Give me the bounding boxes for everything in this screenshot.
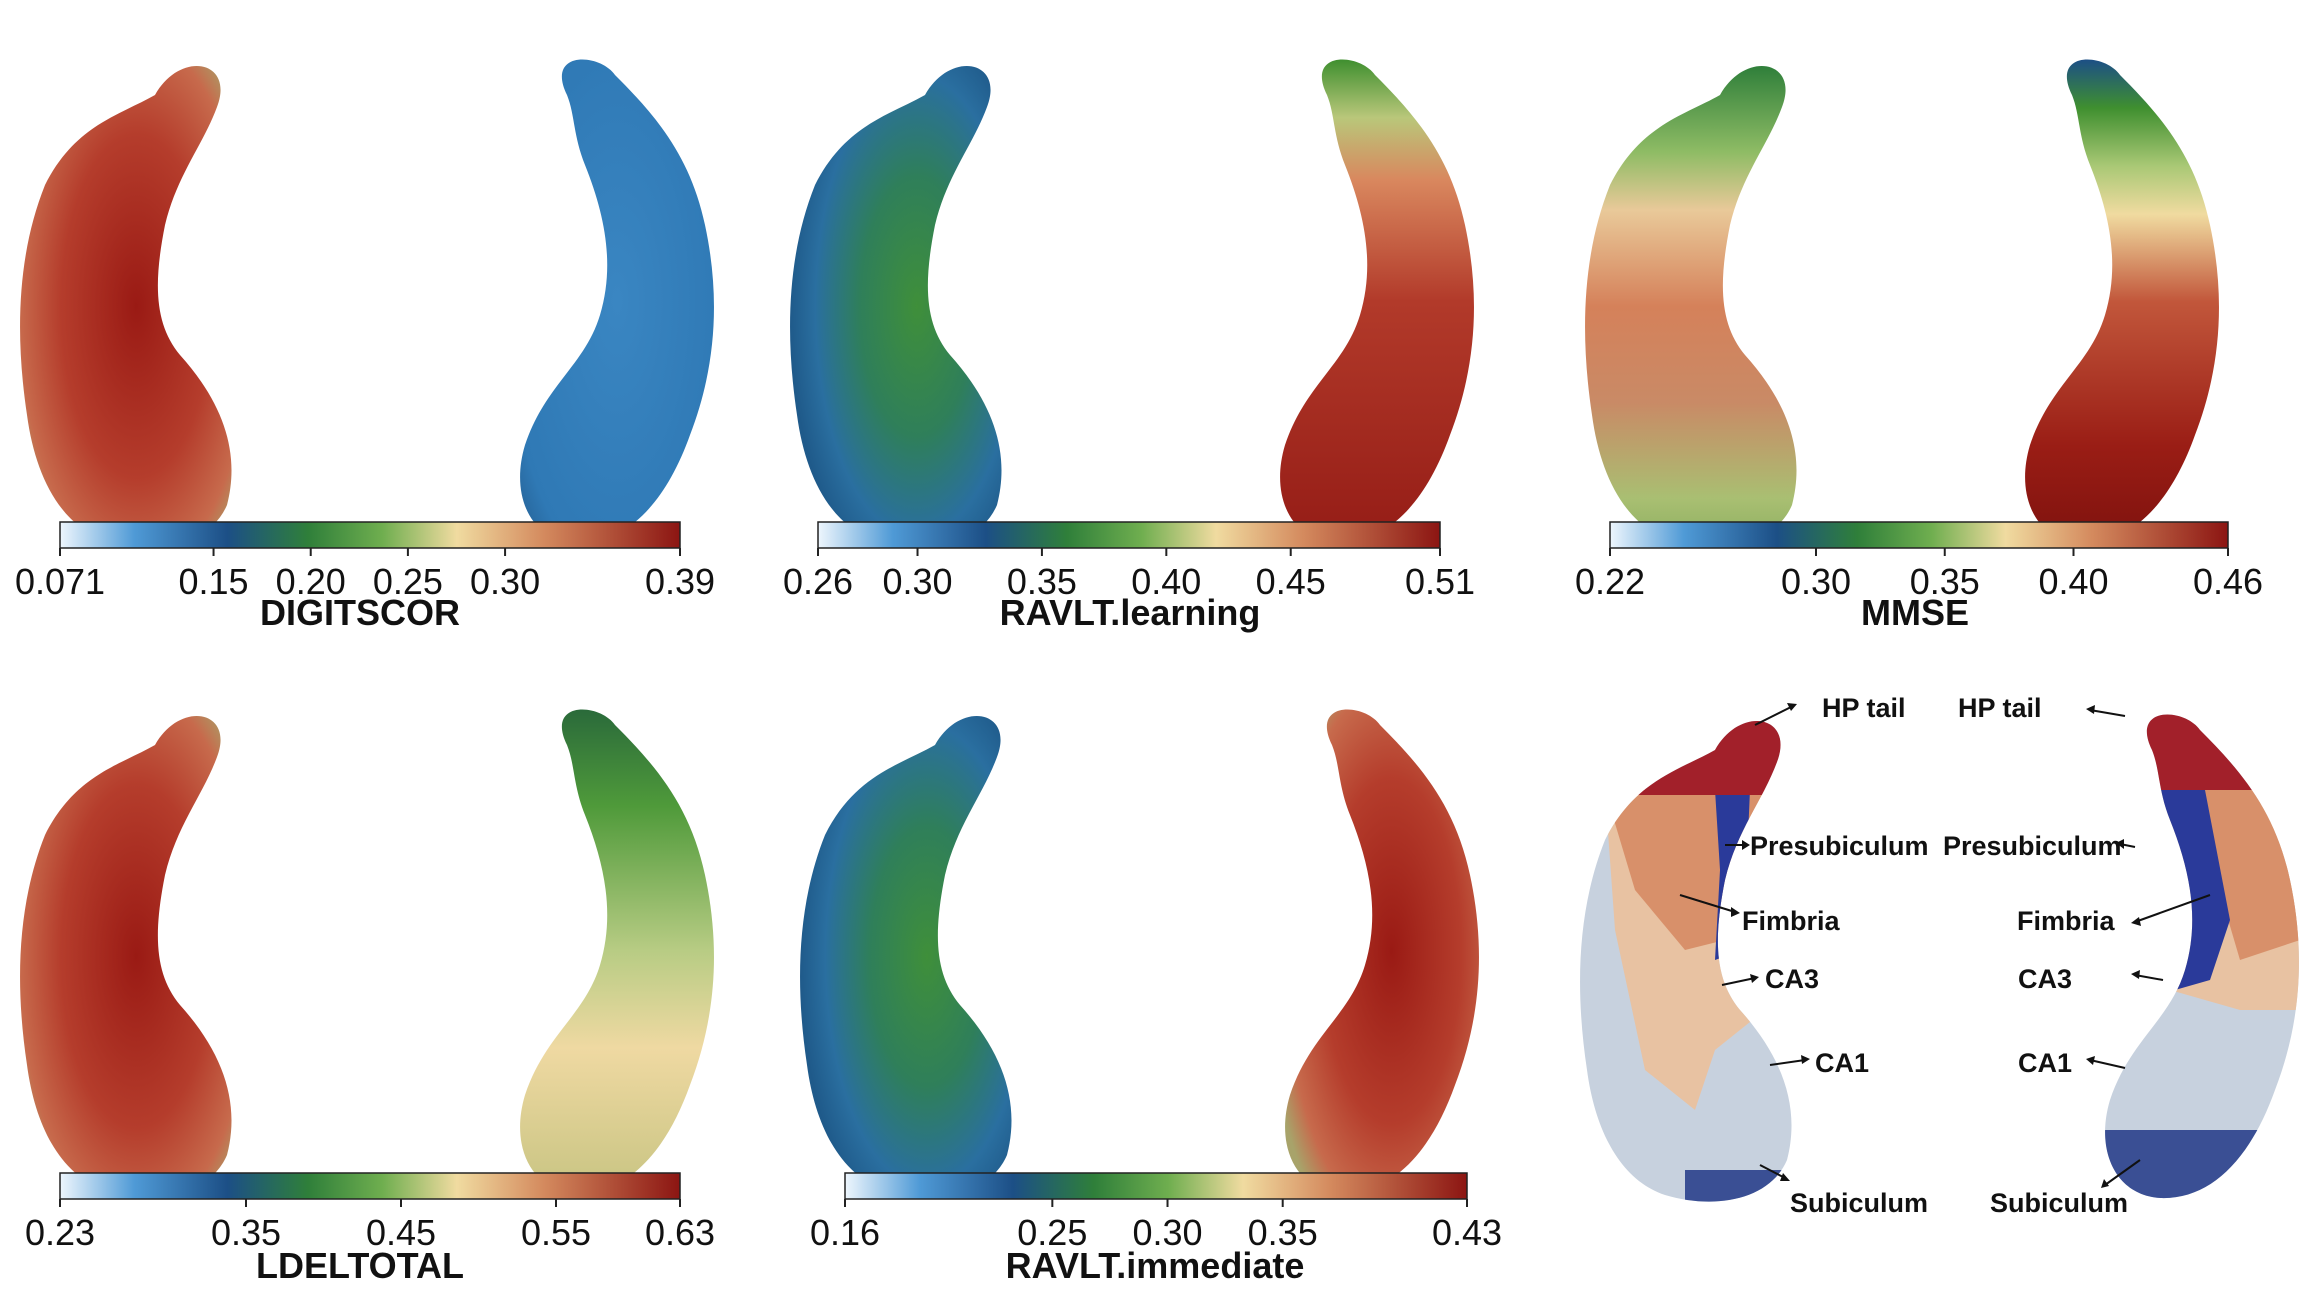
colorbar-tick-label: 0.51: [1405, 561, 1475, 602]
label-fimbria-left: Fimbria: [1742, 906, 1841, 936]
colorbar-tick-label: 0.35: [1007, 561, 1077, 602]
segmentation-panel: HP tail Presubiculum Fimbria CA3 CA1 Sub…: [1580, 693, 2299, 1218]
surface-right-shape: [2025, 59, 2219, 544]
colorbar-tick-label: 0.39: [645, 561, 715, 602]
surface-right-shape: [1285, 709, 1479, 1194]
hippocampus-surface-right: [520, 709, 714, 1194]
colorbar-tick-label: 0.30: [882, 561, 952, 602]
panel-4: 0.23 0.35 0.45 0.55 0.63 LDELTOTAL: [20, 709, 715, 1286]
colorbar-tick-label: 0.22: [1575, 561, 1645, 602]
colorbar-title: LDELTOTAL: [256, 1245, 464, 1286]
label-hp-tail-right: HP tail: [1958, 693, 2042, 723]
colorbar-tick-label: 0.23: [25, 1212, 95, 1253]
colorbar-tick-label: 0.43: [1432, 1212, 1502, 1253]
colorbar-tick-label: 0.15: [179, 561, 249, 602]
label-ca3-left: CA3: [1765, 964, 1819, 994]
colorbar-tick-label: 0.25: [373, 561, 443, 602]
colorbar-title: MMSE: [1861, 592, 1969, 633]
hippocampus-surface-right: [1285, 709, 1479, 1194]
panel-3: 0.22 0.30 0.35 0.40 0.46 MMSE: [1575, 59, 2263, 633]
colorbar-title: DIGITSCOR: [260, 592, 460, 633]
colorbar-tick-label: 0.16: [810, 1212, 880, 1253]
surface-right-shape: [520, 59, 714, 544]
label-ca1-left: CA1: [1815, 1048, 1869, 1078]
surface-right-shape: [1280, 59, 1474, 544]
label-fimbria-right: Fimbria: [2017, 906, 2116, 936]
label-ca3-right: CA3: [2018, 964, 2072, 994]
colorbar-tick-label: 0.35: [1910, 561, 1980, 602]
label-ca1-right: CA1: [2018, 1048, 2072, 1078]
panel-2: 0.26 0.30 0.35 0.40 0.45 0.51 RAVLT.learning: [783, 59, 1475, 633]
colorbar-title: RAVLT.immediate: [1006, 1245, 1305, 1286]
colorbar: [59, 1172, 681, 1200]
hippocampus-surface-left: [800, 716, 1012, 1197]
colorbar-tick-label: 0.45: [1256, 561, 1326, 602]
colorbar-tick-label: 0.40: [1131, 561, 1201, 602]
hippocampus-surface-left: [20, 66, 232, 547]
colorbar-tick-label: 0.071: [15, 561, 105, 602]
surface-left-shape: [800, 716, 1012, 1197]
colorbar-tick-label: 0.25: [1017, 1212, 1087, 1253]
colorbar-tick-label: 0.26: [783, 561, 853, 602]
colorbar-tick-label: 0.45: [366, 1212, 436, 1253]
colorbar-tick-label: 0.55: [521, 1212, 591, 1253]
colorbar-tick-label: 0.30: [1781, 561, 1851, 602]
hippocampus-surface-left: [790, 66, 1002, 547]
hippocampus-surface-right: [520, 59, 714, 544]
region-tail: [1580, 721, 1792, 795]
colorbar-tick-label: 0.30: [1132, 1212, 1202, 1253]
panel-1: 0.071 0.15 0.20 0.25 0.30 0.39 DIGITSCOR: [15, 59, 715, 633]
colorbar-tick-label: 0.46: [2193, 561, 2263, 602]
colorbar: [1609, 521, 2229, 549]
colorbar-tick-label: 0.20: [276, 561, 346, 602]
segmentation-labels-right: HP tail Presubiculum Fimbria CA3 CA1 Sub…: [1943, 693, 2128, 1218]
colorbar-tick-label: 0.35: [1248, 1212, 1318, 1253]
hippocampus-surface-right: [2025, 59, 2219, 544]
segmentation-labels-left: HP tail Presubiculum Fimbria CA3 CA1 Sub…: [1742, 693, 1929, 1218]
colorbar-tick-label: 0.63: [645, 1212, 715, 1253]
label-subiculum-right: Subiculum: [1990, 1188, 2128, 1218]
annotation-arrowheads: [1731, 703, 2141, 1188]
colorbar: [844, 1172, 1468, 1200]
colorbar-title: RAVLT.learning: [1000, 592, 1261, 633]
colorbar: [59, 521, 681, 549]
hippocampus-surface-left: [20, 716, 232, 1197]
label-hp-tail-left: HP tail: [1822, 693, 1906, 723]
label-presubiculum-left: Presubiculum: [1750, 831, 1929, 861]
colorbar: [817, 521, 1441, 549]
hippocampus-surface-right: [1280, 59, 1474, 544]
region-tail: [2105, 714, 2299, 790]
surface-left-shape: [1585, 66, 1797, 547]
colorbar-tick-label: 0.30: [470, 561, 540, 602]
label-subiculum-left: Subiculum: [1790, 1188, 1928, 1218]
segmented-hippocampus-right: [2105, 714, 2299, 1199]
region-fimbria: [2190, 790, 2299, 960]
surface-left-shape: [20, 66, 232, 547]
panel-5: 0.16 0.25 0.30 0.35 0.43 RAVLT.immediate: [800, 709, 1502, 1286]
colorbar-tick-label: 0.35: [211, 1212, 281, 1253]
segmented-hippocampus-left: [1580, 721, 1792, 1202]
annotation-arrows: [1679, 704, 2211, 1186]
surface-left-shape: [790, 66, 1002, 547]
hippocampus-surface-left: [1585, 66, 1797, 547]
colorbar-tick-label: 0.40: [2038, 561, 2108, 602]
label-presubiculum-right: Presubiculum: [1943, 831, 2122, 861]
surface-right-shape: [520, 709, 714, 1194]
surface-left-shape: [20, 716, 232, 1197]
